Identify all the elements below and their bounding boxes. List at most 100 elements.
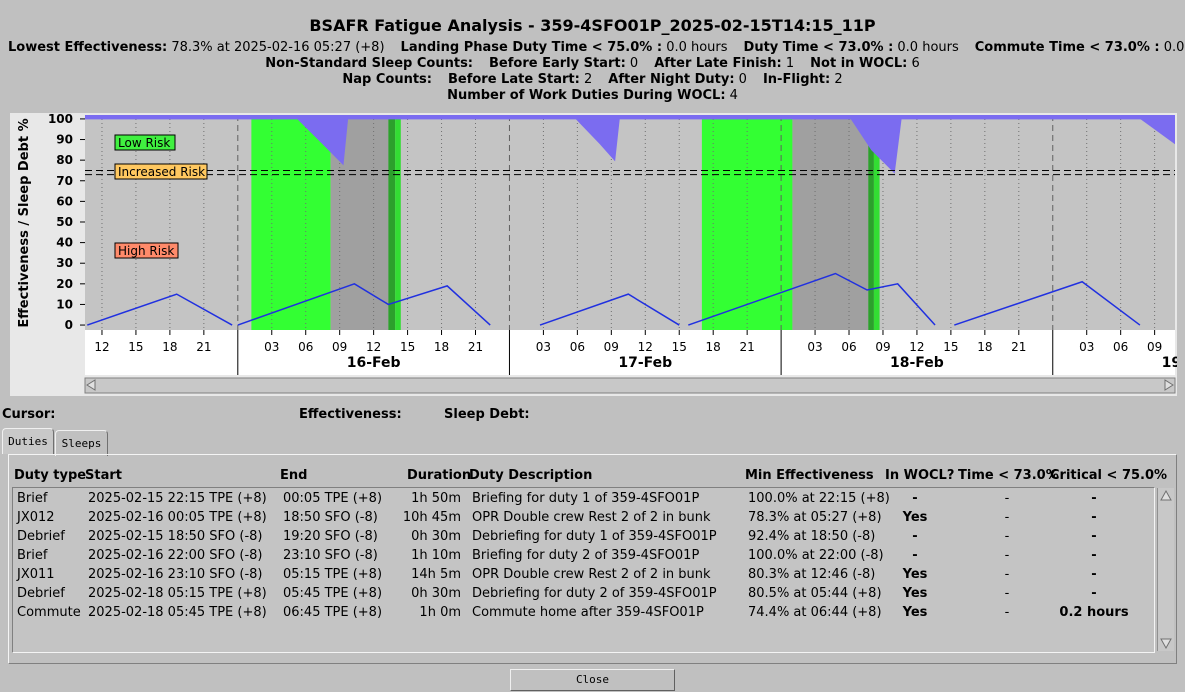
table-cell: - — [1091, 567, 1097, 582]
x-axis-area — [85, 330, 1175, 375]
info-value: 0.0 hours — [666, 40, 728, 55]
x-tick-label: 12 — [94, 340, 109, 354]
table-cell: OPR Double crew Rest 2 of 2 in bunk — [472, 510, 711, 525]
info-line: Lowest Effectiveness: 78.3% at 2025-02-1… — [0, 40, 1185, 55]
info-label: Duty Time < 73.0% : — [743, 40, 894, 55]
table-cell: 0h 30m — [411, 529, 461, 544]
table-cell: 100.0% at 22:00 (-8) — [748, 548, 884, 563]
info-value: 6 — [911, 56, 920, 71]
y-tick-label: 100 — [48, 113, 73, 126]
y-tick-label: 70 — [56, 174, 73, 188]
column-header: Duration — [407, 468, 472, 483]
date-label: 19-Feb — [1162, 355, 1177, 371]
y-tick-label: 20 — [56, 277, 73, 291]
table-cell: Brief — [17, 548, 48, 563]
table-cell: 14h 5m — [411, 567, 461, 582]
info-item: Before Early Start: 0 — [489, 56, 638, 71]
v-scroll-arrows — [1160, 489, 1172, 650]
table-cell: - — [1004, 586, 1010, 601]
tab[interactable]: Sleeps — [55, 430, 108, 456]
table-cell: Debriefing for duty 1 of 359-4SFO01P — [472, 529, 717, 544]
column-header: Duty Description — [469, 468, 593, 483]
x-tick-label: 03 — [536, 340, 551, 354]
info-value: 78.3% at 2025-02-16 05:27 (+8) — [171, 40, 385, 55]
table-cell: Yes — [902, 510, 928, 525]
sleep-band — [251, 115, 331, 330]
table-cell: 06:45 TPE (+8) — [283, 605, 383, 620]
info-item: Before Late Start: 2 — [448, 72, 592, 87]
sleep-band — [873, 115, 880, 330]
table-cell: OPR Double crew Rest 2 of 2 in bunk — [472, 567, 711, 582]
table-cell: - — [1091, 548, 1097, 563]
table-cell: Yes — [902, 586, 928, 601]
info-label: Lowest Effectiveness: — [8, 40, 168, 55]
effectiveness-label: Effectiveness: — [299, 407, 402, 422]
x-tick-label: 12 — [909, 340, 924, 354]
info-label: Landing Phase Duty Time < 75.0% : — [400, 40, 663, 55]
table-cell: 2025-02-15 18:50 SFO (-8) — [88, 529, 263, 544]
x-tick-label: 15 — [128, 340, 143, 354]
info-value: 0 — [738, 72, 747, 87]
sleep-band — [395, 115, 401, 330]
table-cell: 18:50 SFO (-8) — [283, 510, 378, 525]
info-label: Before Late Start: — [447, 72, 580, 87]
table-cell: 78.3% at 05:27 (+8) — [748, 510, 882, 525]
table-cell: 2025-02-16 23:10 SFO (-8) — [88, 567, 263, 582]
table-cell: 1h 10m — [411, 548, 461, 563]
info-item: In-Flight: 2 — [763, 72, 843, 87]
info-line: Non-Standard Sleep Counts: Before Early S… — [0, 56, 1185, 71]
x-tick-label: 09 — [1147, 340, 1162, 354]
risk-label: Increased Risk — [118, 165, 205, 179]
table-cell: 80.3% at 12:46 (-8) — [748, 567, 876, 582]
info-item: Number of Work Duties During WOCL: 4 — [447, 88, 738, 103]
v-scrollbar[interactable] — [1157, 488, 1174, 651]
x-tick-label: 09 — [332, 340, 347, 354]
info-label: Number of Work Duties During WOCL: — [447, 88, 726, 103]
x-tick-label: 06 — [298, 340, 313, 354]
table-cell: 2025-02-18 05:45 TPE (+8) — [88, 605, 267, 620]
scroll-arrows[interactable] — [86, 379, 1174, 391]
x-tick-label: 09 — [875, 340, 890, 354]
close-button[interactable]: Close — [510, 669, 675, 691]
table-cell: 2025-02-15 22:15 TPE (+8) — [88, 491, 267, 506]
h-scrollbar[interactable] — [84, 377, 1176, 394]
y-tick-label: 30 — [56, 256, 73, 270]
tab[interactable]: Duties — [2, 428, 54, 454]
plot-area — [85, 115, 1175, 330]
risk-box — [114, 242, 179, 259]
table-cell: 05:45 TPE (+8) — [283, 586, 383, 601]
table-cell: 0.2 hours — [1059, 605, 1129, 620]
x-tick-label: 15 — [400, 340, 415, 354]
info-item: Not in WOCL: 6 — [810, 56, 920, 71]
column-header: Time < 73.0% — [958, 468, 1059, 483]
info-value: 2 — [583, 72, 593, 87]
info-label: In-Flight: — [762, 72, 831, 87]
x-tick-label: 15 — [672, 340, 687, 354]
x-tick-label: 18 — [434, 340, 449, 354]
y-tick-label: 90 — [56, 133, 73, 147]
table-cell: - — [1091, 529, 1097, 544]
table-cell: 00:05 TPE (+8) — [283, 491, 383, 506]
x-tick-label: 12 — [638, 340, 653, 354]
duty-list — [12, 487, 1155, 653]
sleep-band — [388, 115, 396, 330]
table-cell: 19:20 SFO (-8) — [283, 529, 378, 544]
table-cell: - — [1091, 510, 1097, 525]
tab-panel — [8, 454, 1177, 664]
sleep-band — [868, 115, 874, 330]
y-tick-label: 50 — [56, 215, 73, 229]
table-cell: Briefing for duty 2 of 359-4SFO01P — [472, 548, 700, 563]
info-label: After Late Finish: — [654, 56, 782, 71]
table-cell: Briefing for duty 1 of 359-4SFO01P — [472, 491, 700, 506]
table-cell: - — [1004, 529, 1010, 544]
table-cell: - — [1004, 491, 1010, 506]
table-cell: 23:10 SFO (-8) — [283, 548, 378, 563]
x-tick-label: 18 — [162, 340, 177, 354]
table-cell: 100.0% at 22:15 (+8) — [748, 491, 890, 506]
date-label: 18-Feb — [890, 355, 944, 371]
chart: Effectiveness / Sleep Debt % 12 15 18 21 03 0… — [10, 113, 1177, 396]
table-cell: Debrief — [17, 529, 65, 544]
risk-label: Low Risk — [118, 136, 170, 150]
x-tick-label: 09 — [604, 340, 619, 354]
